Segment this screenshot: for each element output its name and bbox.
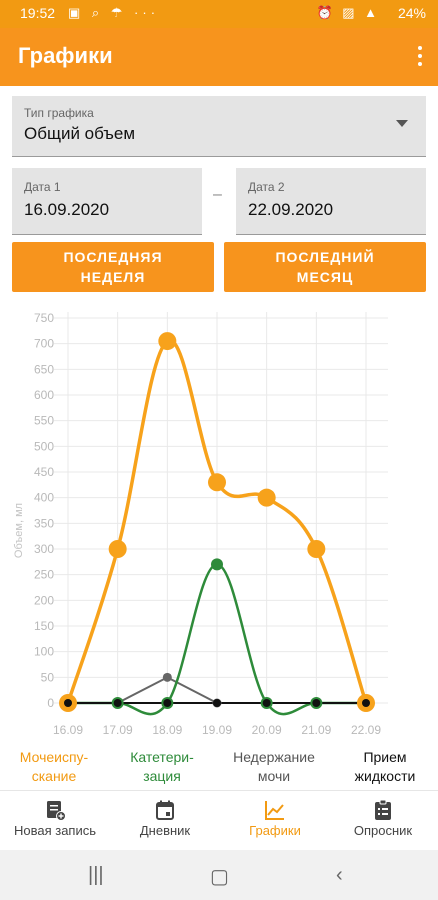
y-tick-label: 600	[34, 388, 54, 402]
date1-value: 16.09.2020	[24, 200, 110, 219]
x-tick-label: 21.09	[301, 723, 331, 737]
data-point-urination	[208, 473, 226, 492]
nav-questionnaire[interactable]: Опросник	[328, 791, 438, 849]
legend-fluid-intake[interactable]: Прием жидкости	[354, 749, 416, 784]
x-tick-label: 16.09	[53, 723, 83, 737]
nav-charts[interactable]: Графики	[220, 791, 330, 849]
data-point-fluid-intake	[213, 699, 221, 707]
data-point-fluid-intake	[362, 699, 370, 707]
y-tick-label: 0	[47, 696, 54, 710]
y-tick-label: 200	[34, 593, 54, 607]
legend-urination[interactable]: Мочеиспу- скание	[19, 749, 89, 784]
y-tick-label: 250	[34, 568, 54, 582]
x-tick-label: 22.09	[351, 723, 381, 737]
date-separator: –	[213, 186, 222, 203]
data-point-incontinence	[162, 672, 172, 682]
nav-diary[interactable]: Дневник	[110, 791, 220, 849]
battery-level: 24%	[397, 5, 426, 21]
volume-chart: 0 50 100 150 200 250 300 350 400 450 500 550 600 650 7…	[13, 311, 388, 737]
y-tick-label: 550	[34, 414, 54, 428]
back-icon[interactable]: ‹	[336, 864, 343, 886]
page-title: Графики	[18, 43, 113, 68]
y-tick-label: 450	[34, 465, 54, 479]
new-record-icon	[47, 801, 66, 821]
legend-catheterization[interactable]: Катетери- зация	[130, 749, 194, 784]
x-tick-label: 19.09	[202, 723, 232, 737]
data-point-fluid-intake	[113, 699, 122, 707]
y-tick-label: 100	[34, 645, 54, 659]
app-bar: Графики	[0, 28, 438, 86]
nav-questionnaire-label: Опросник	[353, 823, 413, 838]
last-month-button[interactable]: ПОСЛЕДНИЙ МЕСЯЦ	[224, 242, 426, 292]
data-point-fluid-intake	[64, 699, 72, 707]
x-tick-label: 18.09	[152, 723, 182, 737]
notification-icons: ▣ ⌕ ☂ ···	[68, 5, 160, 20]
chart-type-label: Тип графика	[24, 106, 94, 120]
date2-label: Дата 2	[248, 180, 285, 194]
chart-type-select[interactable]: Тип графика Общий объем	[12, 96, 426, 157]
data-point-fluid-intake	[262, 699, 271, 707]
legend-incontinence[interactable]: Недержание мочи	[233, 749, 315, 784]
date1-field[interactable]: Дата 1 16.09.2020	[12, 168, 202, 235]
data-point-fluid-intake	[163, 699, 172, 707]
clipboard-icon	[375, 799, 391, 820]
bottom-navigation: Новая запись Дневник Графики Опросник	[0, 790, 438, 849]
y-tick-label: 650	[34, 362, 54, 376]
dropdown-arrow-icon	[396, 120, 408, 127]
data-point-catheterization	[211, 558, 223, 571]
data-point-urination	[257, 488, 276, 507]
home-icon[interactable]: ▢	[210, 866, 229, 888]
x-tick-label: 20.09	[252, 723, 282, 737]
y-tick-label: 50	[41, 670, 55, 684]
data-point-urination	[307, 540, 326, 558]
y-tick-label: 350	[34, 516, 54, 530]
last-week-button[interactable]: ПОСЛЕДНЯЯ НЕДЕЛЯ	[12, 242, 214, 292]
y-tick-label: 700	[34, 337, 54, 351]
y-axis-label: Объем, мл	[13, 503, 25, 558]
chart-type-value: Общий объем	[24, 124, 136, 143]
system-icons: ⏰ ▨ ▲	[316, 5, 380, 20]
recent-apps-icon[interactable]: |||	[88, 864, 104, 886]
x-tick-label: 17.09	[103, 723, 133, 737]
nav-new-record[interactable]: Новая запись	[0, 791, 110, 849]
status-time: 19:52	[20, 5, 56, 21]
date1-label: Дата 1	[24, 180, 61, 194]
data-point-urination	[158, 332, 177, 351]
y-tick-label: 750	[34, 311, 54, 325]
date2-field[interactable]: Дата 2 22.09.2020	[236, 168, 426, 235]
nav-new-record-label: Новая запись	[13, 823, 97, 838]
chart-icon	[265, 801, 284, 820]
y-tick-label: 400	[34, 491, 54, 505]
y-tick-label: 150	[34, 619, 54, 633]
overflow-menu-icon[interactable]	[416, 44, 424, 68]
data-point-urination	[108, 540, 127, 558]
date2-value: 22.09.2020	[248, 200, 334, 219]
y-tick-label: 300	[34, 542, 54, 556]
y-tick-label: 500	[34, 439, 54, 453]
system-navigation-bar: ||| ▢ ‹	[0, 850, 438, 900]
nav-charts-label: Графики	[249, 823, 301, 838]
nav-diary-label: Дневник	[139, 823, 191, 838]
calendar-icon	[156, 800, 174, 820]
data-point-fluid-intake	[312, 699, 321, 707]
status-bar: 19:52 ▣ ⌕ ☂ ··· ⏰ ▨ ▲ 24%	[0, 0, 438, 28]
